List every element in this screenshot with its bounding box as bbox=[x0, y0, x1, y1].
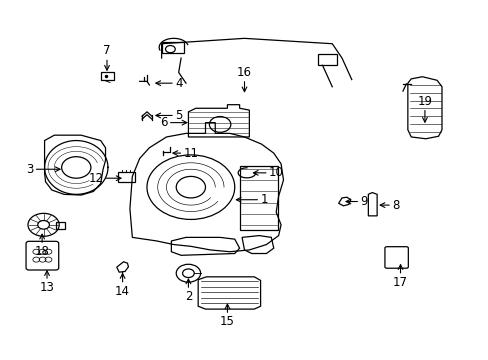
Text: 16: 16 bbox=[237, 66, 251, 92]
Text: 12: 12 bbox=[88, 172, 121, 185]
Bar bbox=[56, 222, 64, 229]
Bar bbox=[239, 166, 277, 230]
Text: 5: 5 bbox=[156, 109, 182, 122]
Bar bbox=[161, 42, 183, 53]
Text: 19: 19 bbox=[417, 95, 431, 122]
Text: 2: 2 bbox=[184, 279, 192, 303]
Text: 17: 17 bbox=[392, 265, 407, 289]
Text: 10: 10 bbox=[253, 166, 283, 179]
Text: 15: 15 bbox=[220, 304, 234, 328]
Text: 8: 8 bbox=[379, 199, 399, 212]
Text: 11: 11 bbox=[173, 147, 198, 159]
Bar bbox=[317, 54, 336, 65]
Bar bbox=[118, 172, 135, 182]
Text: 14: 14 bbox=[115, 274, 130, 298]
Text: 6: 6 bbox=[160, 116, 186, 129]
Text: 4: 4 bbox=[156, 77, 182, 90]
Text: 9: 9 bbox=[346, 195, 367, 208]
Text: 18: 18 bbox=[35, 234, 49, 258]
Text: 7: 7 bbox=[103, 44, 110, 70]
Text: 1: 1 bbox=[236, 193, 267, 206]
Text: 3: 3 bbox=[26, 163, 60, 176]
Text: 13: 13 bbox=[40, 271, 54, 294]
Bar bbox=[101, 72, 114, 80]
